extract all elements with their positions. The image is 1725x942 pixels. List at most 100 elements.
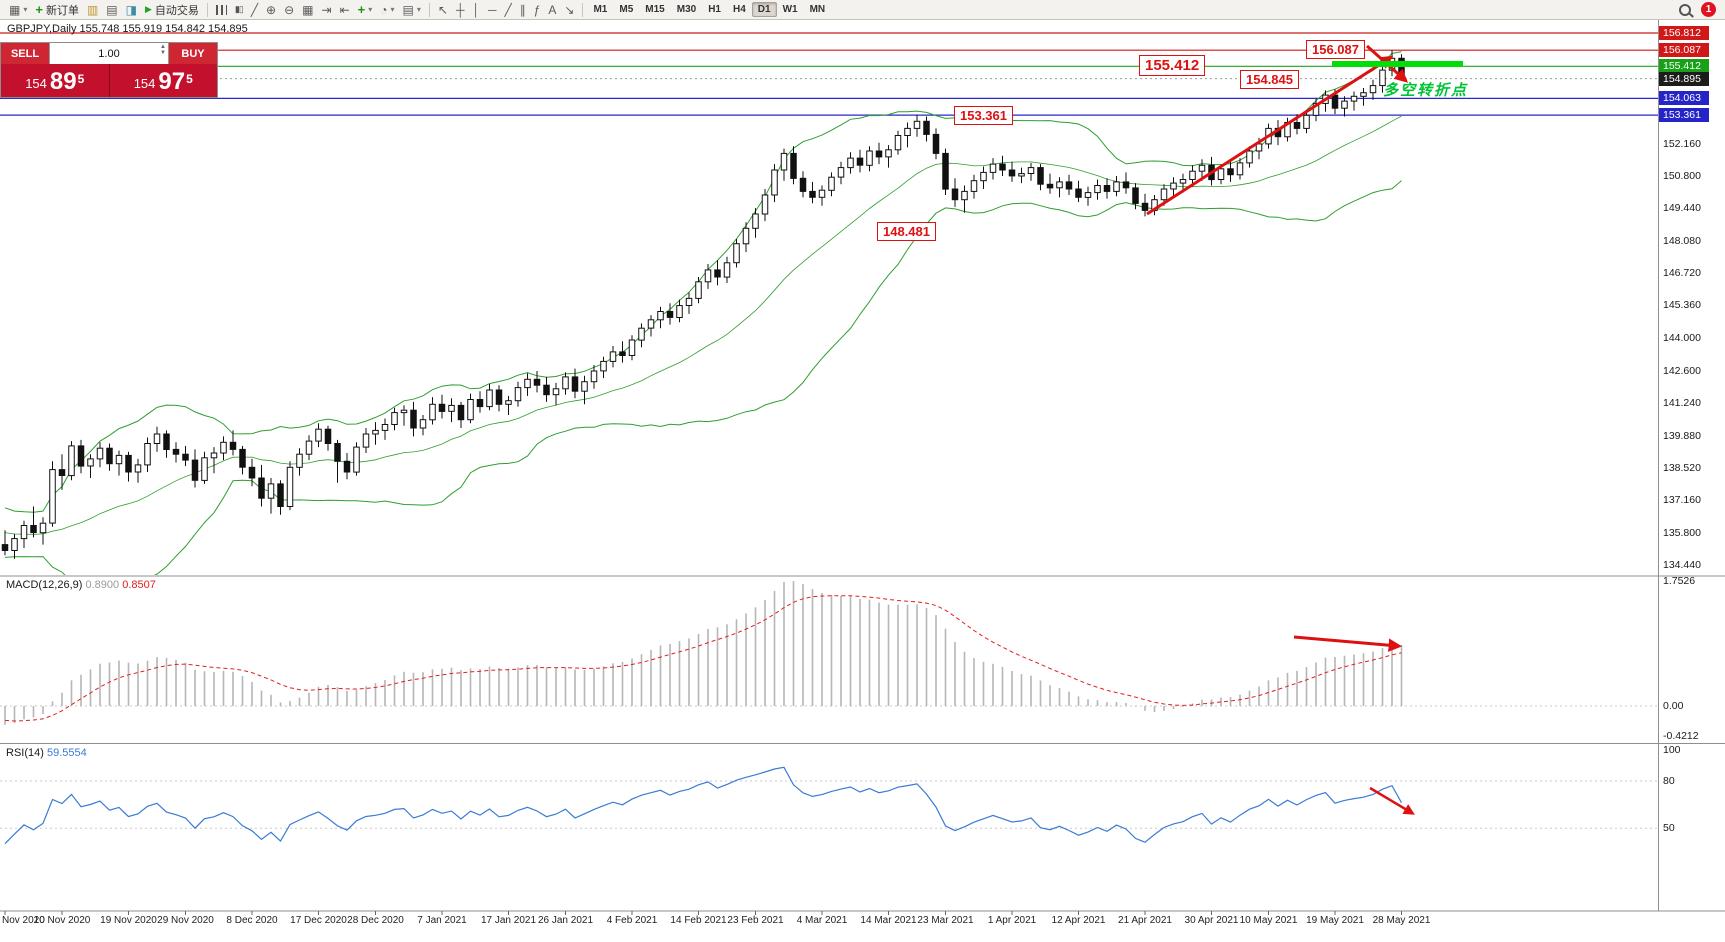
rsi-arrow[interactable]: [1369, 786, 1415, 815]
horizontal-line-button[interactable]: ─: [484, 3, 501, 17]
ask-price[interactable]: 154 97 5: [110, 64, 218, 97]
tab-m5[interactable]: M5: [619, 4, 634, 15]
stepper-down-icon[interactable]: ▼: [160, 50, 166, 56]
candle: [866, 146, 873, 172]
candle: [533, 371, 541, 393]
candle: [704, 264, 712, 289]
price-divider: [108, 64, 110, 97]
trendline-button[interactable]: ╱: [500, 3, 515, 17]
trend-arrow[interactable]: [1146, 55, 1394, 216]
price-tick: 144.000: [1663, 331, 1701, 344]
periods-button[interactable]: ◔ ▾: [376, 3, 398, 17]
arrow-object-icon: ↘: [564, 2, 575, 17]
candle: [1141, 193, 1149, 217]
candle: [951, 178, 959, 207]
candle: [305, 435, 313, 461]
candle: [514, 381, 522, 407]
toolbar-separator: [582, 2, 584, 17]
candle: [1312, 98, 1320, 122]
tab-m30[interactable]: M30: [676, 4, 697, 15]
tab-h4[interactable]: H4: [732, 4, 746, 15]
vertical-line-button[interactable]: │: [468, 3, 484, 17]
price-axis[interactable]: 152.160 150.800 149.440 148.080 146.720 145.3…: [1659, 20, 1725, 911]
zoom-in-button[interactable]: ⊕: [262, 3, 280, 17]
candle: [1008, 161, 1016, 182]
bollinger-lower-band: [4, 180, 1402, 575]
tab-d1[interactable]: D1: [751, 2, 777, 17]
volume-stepper[interactable]: ▲ ▼: [160, 44, 166, 56]
buy-button[interactable]: BUY: [169, 43, 217, 64]
auto-trading-button[interactable]: ▶ 自动交易: [141, 1, 203, 19]
candle: [1227, 160, 1234, 182]
tab-w1[interactable]: W1: [782, 4, 798, 15]
candle: [410, 401, 417, 437]
candle: [818, 185, 826, 206]
arrows-button[interactable]: ↘: [560, 3, 578, 17]
candle: [847, 152, 854, 174]
candle: [1, 530, 9, 556]
candle: [419, 415, 427, 436]
bid-price[interactable]: 154 89 5: [1, 64, 109, 97]
data-window-button[interactable]: ▤: [102, 3, 121, 17]
search-icon[interactable]: [1679, 3, 1691, 16]
turning-point-label[interactable]: 多空转折点: [1383, 82, 1469, 99]
zoom-out-icon: ⊖: [284, 2, 295, 17]
bar-chart-button[interactable]: [212, 4, 231, 16]
tab-m15[interactable]: M15: [645, 4, 665, 15]
channel-button[interactable]: ∥: [516, 3, 530, 17]
candlestick-button[interactable]: ▮▯: [231, 3, 247, 16]
cursor-button[interactable]: ↖: [434, 3, 452, 17]
candle: [628, 335, 636, 361]
volume-input[interactable]: 1.00 ▲ ▼: [49, 43, 169, 64]
annotation-156087[interactable]: 156.087: [1306, 40, 1365, 59]
price-tick: 138.520: [1663, 462, 1701, 474]
annotation-148481[interactable]: 148.481: [877, 222, 936, 241]
fibonacci-button[interactable]: ƒ: [530, 3, 545, 17]
candle: [885, 145, 892, 168]
candle: [30, 506, 37, 538]
indicators-button[interactable]: + ▾: [354, 1, 377, 18]
navigator-button[interactable]: ◨: [122, 3, 141, 17]
candle: [913, 115, 921, 137]
crosshair-button[interactable]: ┼: [452, 3, 469, 17]
tab-m1[interactable]: M1: [593, 4, 608, 15]
price-tick: 148.080: [1663, 234, 1701, 247]
chart-shift-button[interactable]: ⇤: [336, 3, 354, 17]
market-watch-button[interactable]: ▥: [83, 3, 102, 17]
candle: [1018, 167, 1025, 184]
candle: [476, 391, 484, 413]
line-chart-button[interactable]: ╱: [247, 3, 262, 17]
new-order-label: 新订单: [45, 4, 79, 17]
templates-button[interactable]: ▤ ▾: [399, 3, 425, 17]
candle: [391, 407, 398, 431]
price-tick: 139.880: [1663, 429, 1701, 442]
crosshair-icon: ┼: [455, 2, 465, 17]
macd-tick: 0.00: [1663, 700, 1684, 712]
auto-scroll-button[interactable]: ⇥: [318, 3, 336, 17]
price-tick: 137.160: [1663, 494, 1701, 507]
candle: [296, 448, 303, 476]
price-tick: 134.440: [1663, 559, 1701, 571]
new-chart-button[interactable]: ▦ ▾: [5, 3, 31, 17]
text-icon: A: [548, 2, 557, 17]
annotation-153361[interactable]: 153.361: [954, 106, 1013, 125]
tile-windows-button[interactable]: ▦: [298, 3, 317, 17]
annotation-155412[interactable]: 155.412: [1139, 55, 1206, 76]
new-order-button[interactable]: + 新订单: [31, 1, 83, 19]
price-chip: 156.087: [1659, 43, 1709, 58]
candle: [970, 174, 978, 199]
candle: [1369, 79, 1377, 100]
annotation-154845[interactable]: 154.845: [1240, 70, 1299, 89]
candle: [1037, 164, 1044, 191]
macd-arrow[interactable]: [1293, 635, 1403, 652]
candle: [381, 418, 389, 440]
zoom-out-button[interactable]: ⊖: [280, 3, 298, 17]
tab-h1[interactable]: H1: [708, 4, 721, 15]
notification-badge[interactable]: 1: [1701, 2, 1716, 17]
tab-mn[interactable]: MN: [809, 4, 826, 15]
stepper-up-icon[interactable]: ▲: [160, 44, 166, 50]
time-axis[interactable]: Nov 2020 10 Nov 2020 19 Nov 2020 29 Nov 202…: [0, 912, 1658, 932]
sell-button[interactable]: SELL: [1, 43, 49, 64]
text-button[interactable]: A: [544, 3, 560, 17]
